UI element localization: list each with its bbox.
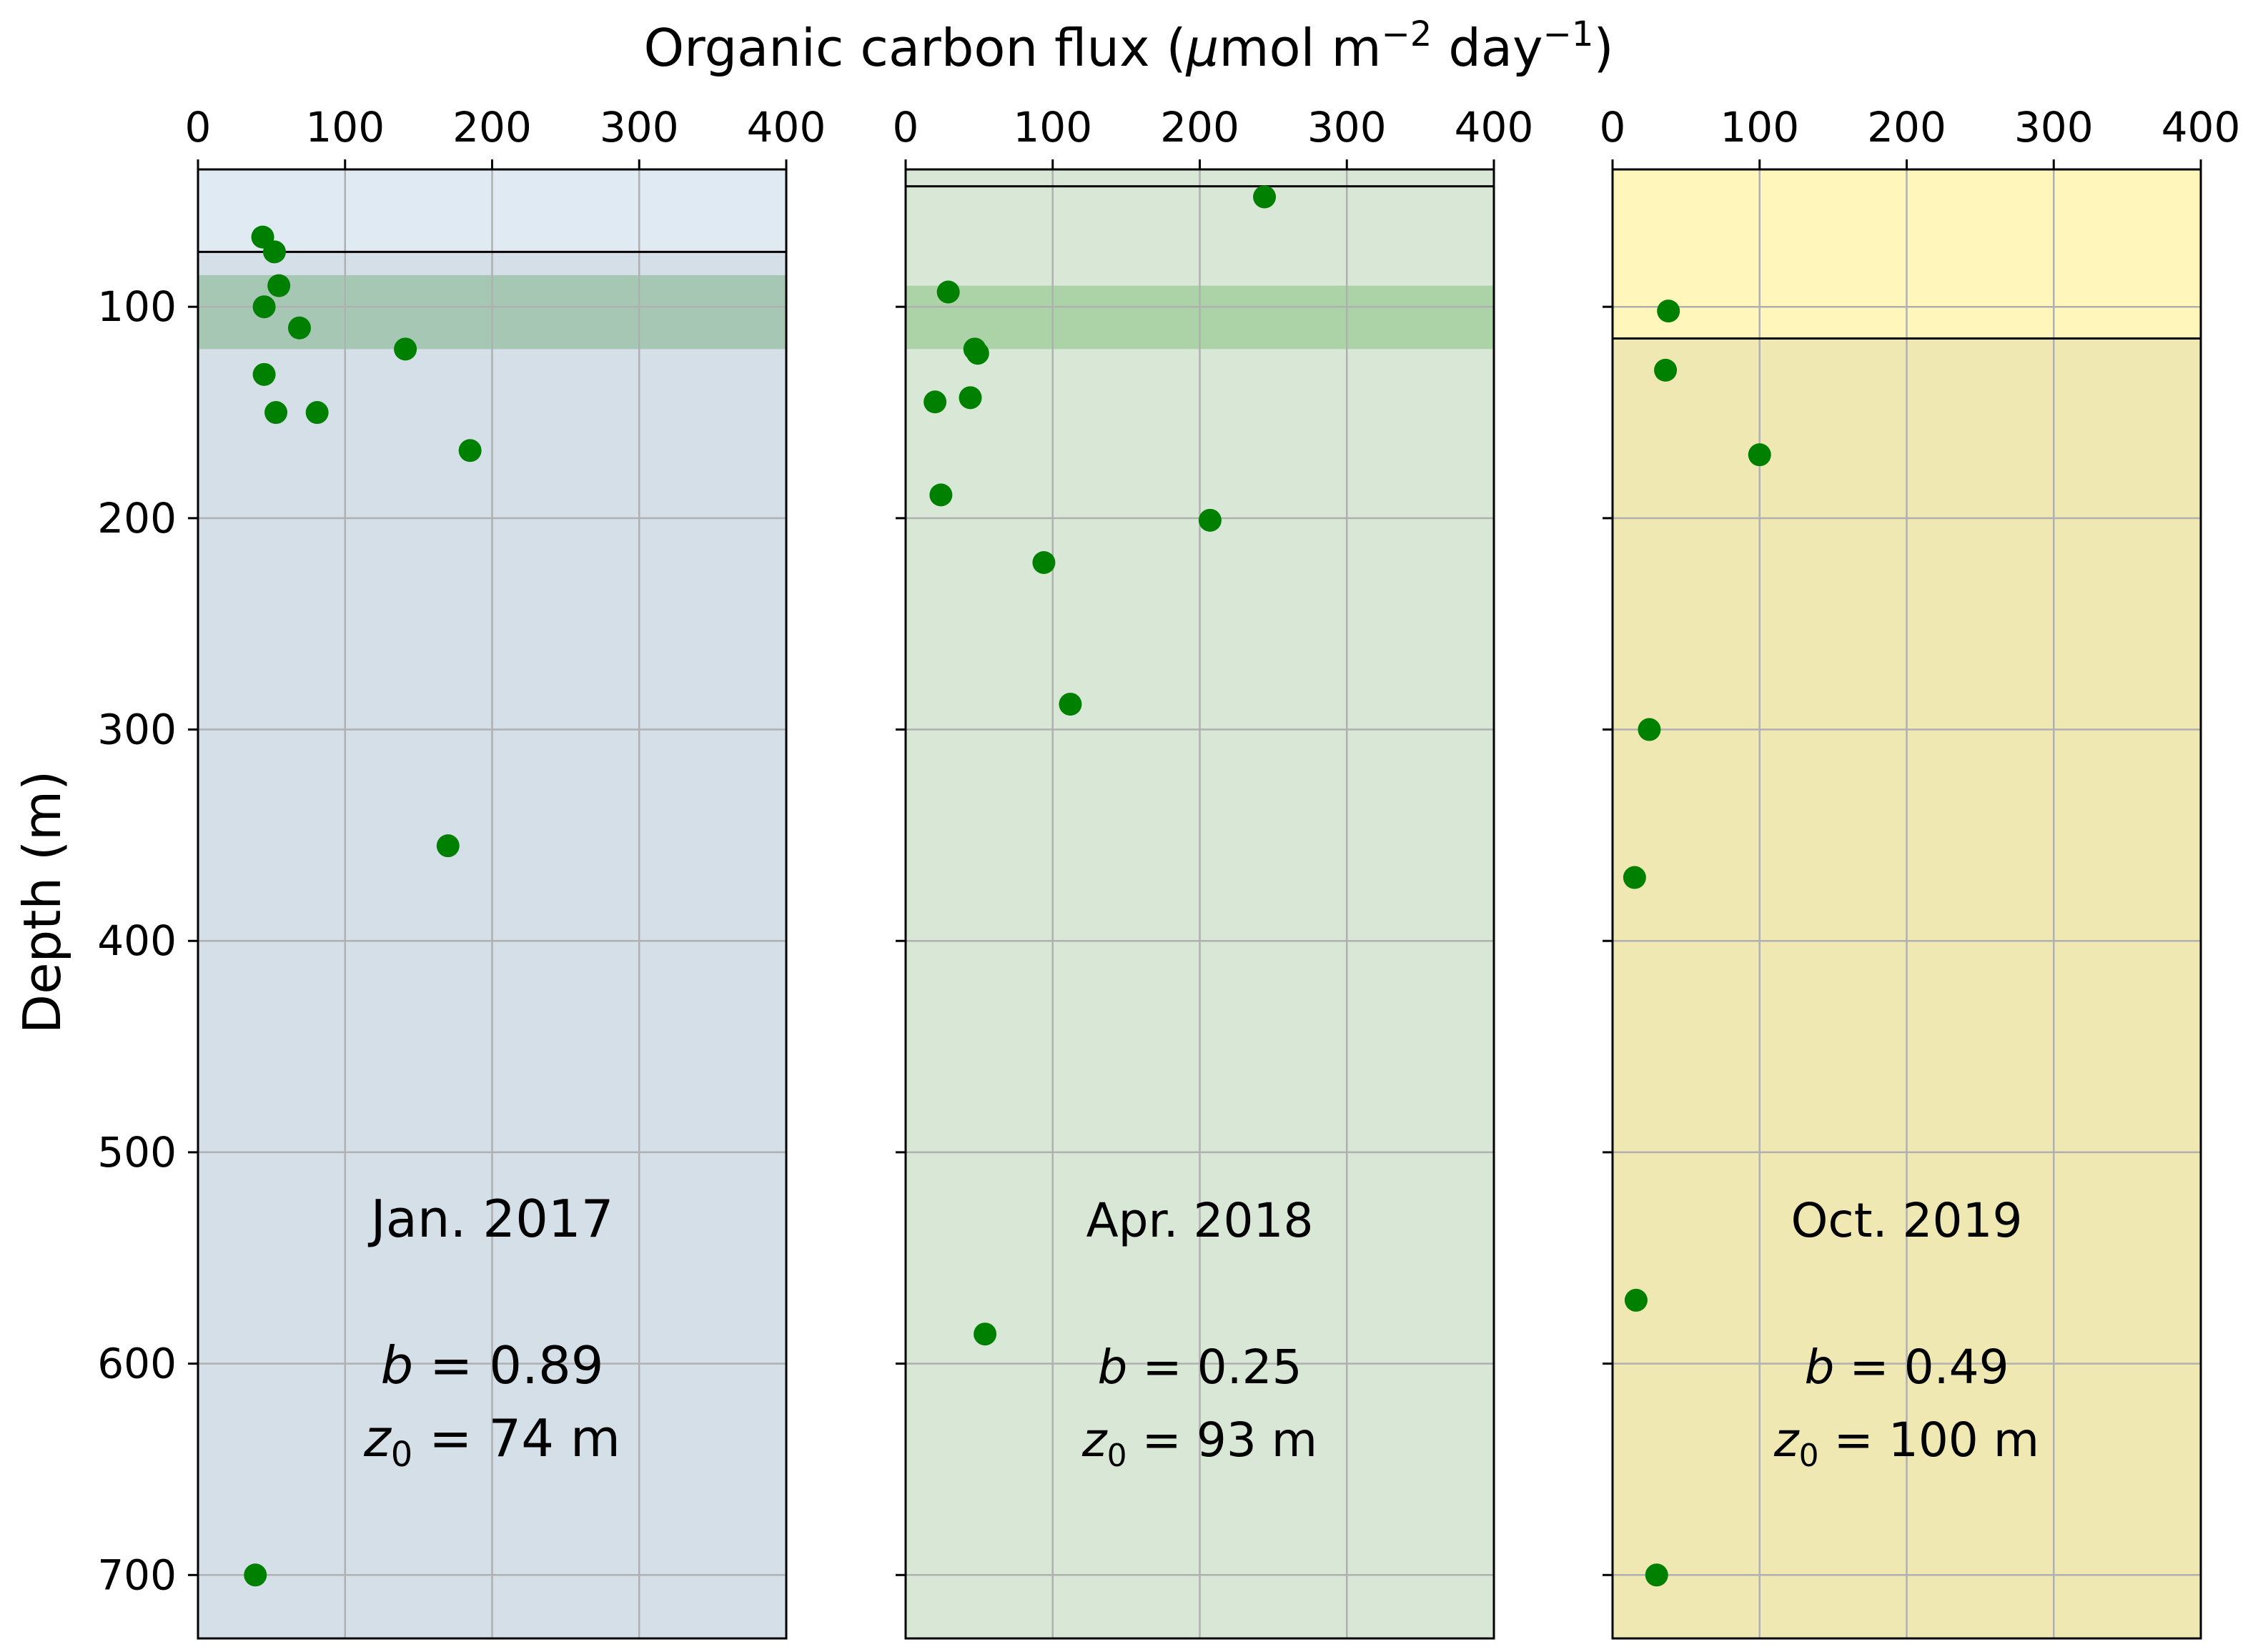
x-tick-label: 400 xyxy=(2162,103,2241,152)
data-point xyxy=(1624,1288,1648,1312)
data-point xyxy=(1657,300,1680,323)
data-point xyxy=(1645,1563,1668,1587)
x-tick-label: 0 xyxy=(893,103,919,152)
data-point xyxy=(458,439,482,463)
x-tick-label: 400 xyxy=(1455,103,1534,152)
data-point xyxy=(1198,508,1222,532)
x-tick-label: 200 xyxy=(1867,103,1946,152)
data-point xyxy=(252,295,276,319)
x-axis-title: Organic carbon flux (μmol m−2 day−1) xyxy=(643,14,1613,78)
data-point xyxy=(936,280,960,304)
z-symbol: z xyxy=(1081,1413,1108,1468)
panel-title: Jan. 2017 xyxy=(368,1189,614,1249)
x-title-mu: μ xyxy=(1186,18,1219,78)
data-point xyxy=(244,1563,267,1587)
z-subscript: 0 xyxy=(1107,1438,1127,1474)
x-tick-label: 100 xyxy=(1013,103,1092,152)
data-point xyxy=(267,274,291,297)
y-tick-label: 100 xyxy=(97,282,177,331)
z0-value: = 100 m xyxy=(1819,1413,2040,1468)
x-tick-label: 100 xyxy=(1720,103,1799,152)
x-title-text: Organic carbon flux ( xyxy=(643,18,1186,78)
y-tick-label: 600 xyxy=(97,1340,177,1388)
y-axis-title: Depth (m) xyxy=(12,771,72,1034)
x-title-text: mol m xyxy=(1219,18,1381,78)
z0-value-label: z0 = 93 m xyxy=(1081,1413,1317,1474)
panel-title: Apr. 2018 xyxy=(1086,1193,1313,1248)
x-title-superscript: −1 xyxy=(1543,14,1594,54)
x-tick-label: 300 xyxy=(600,103,679,152)
y-tick-label: 400 xyxy=(97,916,177,965)
data-point xyxy=(1638,718,1661,741)
b-symbol: b xyxy=(1804,1340,1834,1395)
data-point xyxy=(959,386,982,410)
data-point xyxy=(1654,358,1678,382)
y-tick-label: 700 xyxy=(97,1550,177,1599)
z0-value: = 93 m xyxy=(1127,1413,1318,1468)
data-point xyxy=(966,342,989,365)
x-tick-label: 0 xyxy=(1600,103,1626,152)
b-value-label: b = 0.89 xyxy=(380,1335,603,1395)
x-tick-label: 300 xyxy=(1307,103,1387,152)
data-point xyxy=(923,390,947,414)
data-point xyxy=(1748,443,1771,467)
data-point xyxy=(287,316,311,340)
b-value: = 0.25 xyxy=(1127,1340,1302,1395)
b-symbol: b xyxy=(1097,1340,1127,1395)
z-symbol: z xyxy=(1773,1413,1800,1468)
z-subscript: 0 xyxy=(1799,1438,1819,1474)
data-point xyxy=(1623,866,1646,889)
data-point xyxy=(252,362,276,386)
x-title-text: day xyxy=(1432,18,1543,78)
b-value-label: b = 0.49 xyxy=(1804,1340,2009,1395)
x-tick-label: 100 xyxy=(305,103,385,152)
data-point xyxy=(305,401,329,425)
panel-1: 0 100 200 300 400 100 200 300 400 500 600 700 Jan. 2… xyxy=(97,103,826,1640)
x-title-text: ) xyxy=(1593,18,1613,78)
b-symbol: b xyxy=(380,1335,413,1395)
data-point xyxy=(394,337,417,361)
z0-value-label: z0 = 100 m xyxy=(1773,1413,2039,1474)
y-tick-label: 200 xyxy=(97,494,177,543)
panel-title: Oct. 2019 xyxy=(1791,1193,2022,1248)
data-point xyxy=(1253,185,1277,209)
b-value-label: b = 0.25 xyxy=(1097,1340,1302,1395)
x-tick-label: 200 xyxy=(1160,103,1239,152)
x-tick-label: 200 xyxy=(452,103,532,152)
data-point xyxy=(1059,693,1082,716)
z0-value: = 74 m xyxy=(412,1408,620,1468)
data-point xyxy=(436,834,460,858)
x-tick-label: 400 xyxy=(747,103,826,152)
b-value: = 0.89 xyxy=(413,1335,603,1395)
y-tick-label: 300 xyxy=(97,706,177,754)
x-tick-label: 300 xyxy=(2014,103,2094,152)
z0-value-label: z0 = 74 m xyxy=(363,1408,620,1475)
data-point xyxy=(264,401,288,425)
data-point xyxy=(929,483,953,507)
data-point xyxy=(262,240,286,264)
x-title-superscript: −2 xyxy=(1382,14,1432,54)
data-point xyxy=(1032,550,1056,574)
y-tick-label: 500 xyxy=(97,1128,177,1177)
z-symbol: z xyxy=(363,1408,392,1468)
panels: 0 100 200 300 400 100 200 300 400 500 600 700 Jan. 2… xyxy=(97,103,2241,1640)
b-value: = 0.49 xyxy=(1834,1340,2009,1395)
z-subscript: 0 xyxy=(391,1435,413,1475)
x-tick-label: 0 xyxy=(185,103,212,152)
data-point xyxy=(974,1322,997,1346)
